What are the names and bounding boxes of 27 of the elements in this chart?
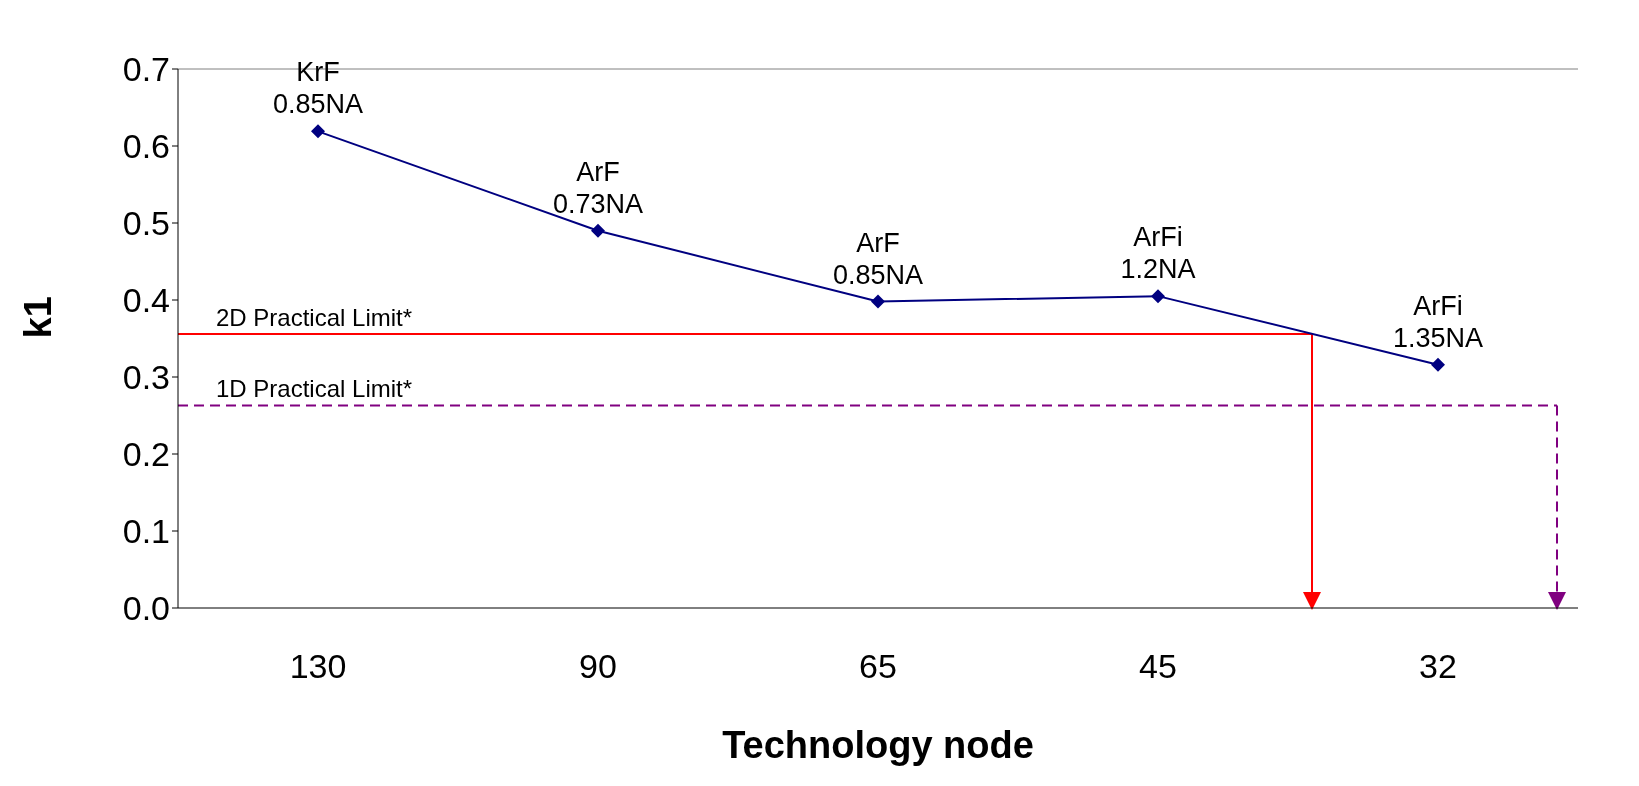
- y-tick-label: 0.2: [122, 435, 170, 474]
- x-tick-label: 65: [859, 647, 897, 686]
- point: [1151, 289, 1165, 304]
- ref-line-label: 2D Practical Limit*: [216, 303, 413, 331]
- y-axis-title: k1: [17, 296, 60, 339]
- y-tick-label: 0.0: [122, 589, 170, 628]
- annotation: ArFi 1.2NA: [1120, 222, 1196, 285]
- y-tick-label: 0.6: [122, 127, 170, 166]
- x-tick-label: 32: [1419, 647, 1457, 686]
- ref-line-label: 1D Practical Limit*: [216, 375, 413, 403]
- y-tick-label: 0.1: [122, 512, 170, 551]
- y-tick-label: 0.3: [122, 358, 170, 397]
- x-tick-label: 130: [289, 647, 347, 686]
- x-axis-title: Technology node: [722, 724, 1034, 766]
- point: [311, 124, 325, 139]
- y-tick-label: 0.7: [122, 50, 170, 89]
- y-tick-label: 0.5: [122, 204, 170, 243]
- annotation: ArF 0.73NA: [552, 156, 644, 219]
- annotation: KrF 0.85NA: [272, 57, 364, 120]
- x-tick-label: 45: [1139, 647, 1177, 686]
- x-tick-label: 90: [579, 647, 617, 686]
- annotation: ArFi 1.35NA: [1392, 290, 1484, 353]
- point: [1431, 357, 1445, 372]
- point: [871, 294, 885, 309]
- annotation: ArF 0.85NA: [832, 227, 924, 290]
- y-tick-label: 0.4: [122, 281, 170, 320]
- point: [591, 223, 605, 238]
